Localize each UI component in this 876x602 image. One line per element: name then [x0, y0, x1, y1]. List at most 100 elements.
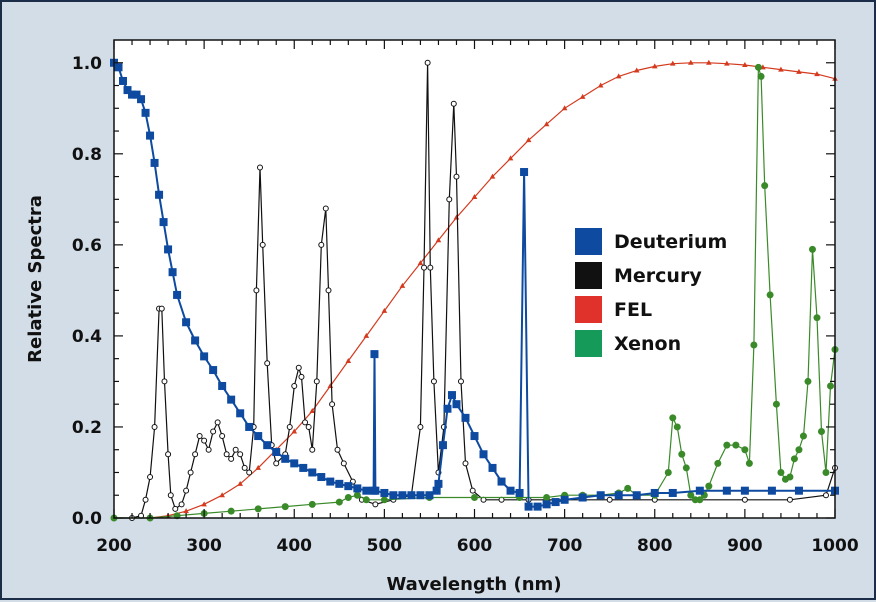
fel-point [688, 59, 694, 65]
mercury-point [165, 451, 172, 458]
deuterium-point [263, 441, 272, 450]
xenon-point [813, 314, 821, 322]
xenon-point [732, 441, 740, 449]
deuterium-point [168, 268, 177, 277]
x-tick-label: 900 [727, 536, 763, 556]
fel-point [309, 408, 316, 414]
deuterium-point [542, 500, 551, 509]
deuterium-point [470, 432, 479, 441]
deuterium-point [137, 95, 146, 104]
deuterium-point [794, 486, 803, 495]
mercury-point [264, 360, 271, 367]
deuterium-point [524, 502, 533, 511]
deuterium-point [200, 352, 209, 361]
x-axis-label: Wavelength (nm) [386, 574, 561, 595]
deuterium-point [650, 488, 659, 497]
legend-label-mercury: Mercury [614, 265, 702, 287]
deuterium-point [560, 495, 569, 504]
fel-point [417, 260, 424, 266]
deuterium-point [290, 459, 299, 468]
y-tick-label: 0.6 [72, 236, 102, 256]
fel-point [615, 73, 622, 79]
xenon-point [750, 341, 758, 349]
fel-point [651, 63, 658, 69]
deuterium-point [119, 76, 128, 85]
xenon-point [741, 446, 749, 454]
deuterium-point [497, 477, 506, 486]
mercury-point [457, 378, 464, 385]
mercury-point [228, 455, 235, 462]
xenon-point [353, 491, 361, 499]
xenon-point [745, 459, 753, 467]
mercury-point [219, 433, 226, 440]
deuterium-point [596, 491, 605, 500]
mercury-point [151, 423, 158, 430]
xenon-point [817, 428, 825, 436]
deuterium-point [695, 486, 704, 495]
deuterium-point [438, 441, 447, 450]
mercury-point [427, 264, 434, 271]
y-tick-labels: 0.0 0.2 0.4 0.6 0.8 1.0 [72, 54, 102, 529]
fel-point [255, 464, 261, 470]
deuterium-point [227, 395, 236, 404]
mercury-point [741, 496, 748, 503]
xenon-point [696, 496, 704, 504]
xenon-point [308, 500, 316, 508]
deuterium-point [150, 158, 159, 167]
x-tick-label: 500 [367, 536, 403, 556]
deuterium-point [335, 479, 344, 488]
fel-point [201, 501, 207, 507]
xenon-point [669, 414, 677, 422]
deuterium-point [308, 468, 317, 477]
mercury-point [286, 423, 293, 430]
deuterium-point [407, 491, 416, 500]
mercury-point [161, 378, 168, 385]
xenon-point [714, 459, 722, 467]
mercury-point [246, 469, 253, 476]
deuterium-point [362, 486, 371, 495]
mercury-point [298, 373, 305, 380]
deuterium-point [344, 482, 353, 491]
deuterium-point [432, 486, 441, 495]
deuterium-point [281, 454, 290, 463]
deuterium-point [506, 486, 515, 495]
deuterium-point [317, 473, 326, 482]
legend-swatch-mercury [575, 262, 602, 289]
xenon-line [114, 67, 836, 519]
fel-point [489, 173, 496, 179]
mercury-point [305, 423, 312, 430]
deuterium-point [182, 318, 191, 327]
y-tick-label: 0.0 [72, 509, 102, 529]
deuterium-point [114, 63, 123, 72]
deuterium-point [209, 366, 218, 375]
xenon-point [799, 432, 807, 440]
mercury-point [450, 100, 457, 107]
deuterium-point [370, 350, 379, 359]
deuterium-point [159, 218, 168, 227]
legend: Deuterium Mercury FEL Xenon [575, 228, 727, 357]
x-tick-labels: 200 300 400 500 600 700 800 900 1000 [96, 536, 859, 556]
y-tick-label: 1.0 [72, 54, 102, 74]
deuterium-point [447, 391, 456, 400]
mercury-point [257, 164, 264, 171]
fel-point [435, 237, 442, 243]
deuterium-point [132, 90, 141, 99]
fel-point [237, 480, 243, 486]
deuterium-point [452, 400, 461, 409]
fel-point [381, 307, 388, 313]
mercury-point [232, 446, 239, 453]
mercury-point [214, 419, 221, 426]
fel-point [814, 71, 820, 77]
deuterium-point [236, 409, 245, 418]
deuterium-point [425, 491, 434, 500]
mercury-point [372, 501, 379, 508]
deuterium-point [461, 413, 470, 422]
mercury-point [313, 378, 320, 385]
deuterium-point [520, 168, 529, 177]
fel-point [579, 93, 586, 99]
deuterium-point [164, 245, 173, 254]
y-axis-label: Relative Spectra [25, 195, 46, 363]
deuterium-point [722, 486, 731, 495]
mercury-point [469, 487, 476, 494]
